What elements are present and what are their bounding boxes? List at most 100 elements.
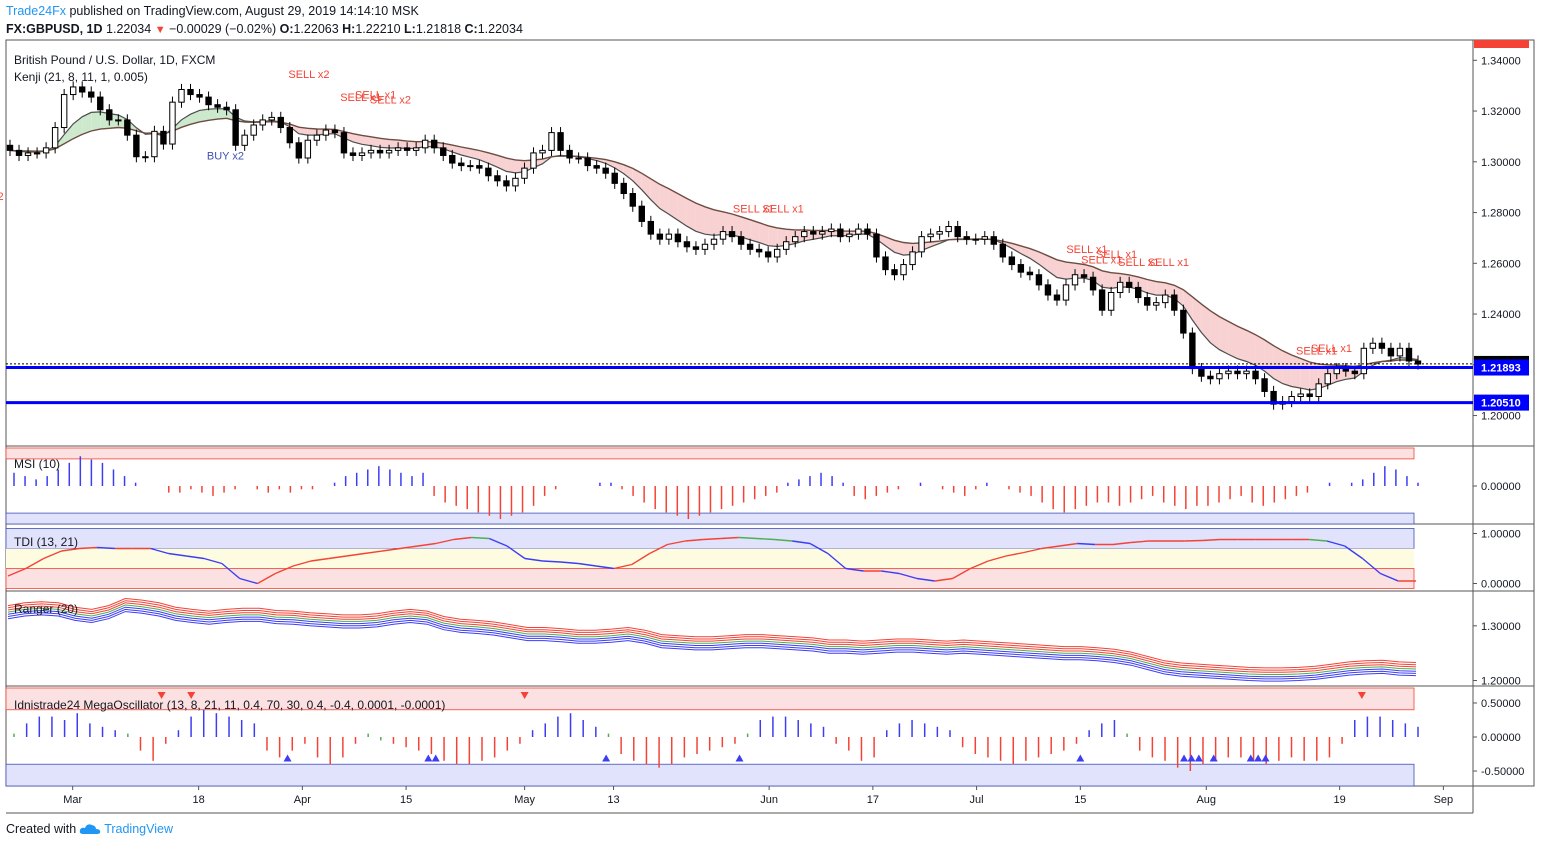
candle-body: [1125, 281, 1133, 288]
kenji-cloud-segment: [82, 112, 92, 135]
kenji-cloud-segment: [668, 188, 678, 221]
candle-body: [1198, 368, 1205, 377]
ranger-band: [7, 604, 1417, 675]
change-value: −0.00029 (−0.02%): [169, 22, 277, 36]
kenji-cloud-segment: [885, 236, 895, 253]
kenji-slow-line: [9, 117, 1419, 368]
buy-triangle-icon: [1254, 754, 1263, 762]
candle-body: [837, 228, 844, 238]
kenji-cloud-segment: [1174, 285, 1184, 307]
y-tick-label: 1.30000: [1481, 621, 1521, 633]
candle-body: [557, 132, 564, 151]
price-label: 1.20510: [1481, 398, 1521, 410]
candle-body: [900, 264, 907, 276]
tdi-line-segment: [310, 557, 329, 562]
candle-body: [286, 127, 293, 144]
candle-body: [106, 109, 113, 121]
candle-body: [1107, 291, 1115, 311]
x-tick-label: Aug: [1196, 794, 1216, 806]
tdi-label: TDI (13, 21): [14, 535, 78, 549]
candle-body: [602, 167, 609, 174]
ranger-band: [7, 597, 1417, 669]
kenji-cloud-segment: [488, 152, 498, 168]
kenji-cloud-segment: [380, 138, 390, 148]
tdi-line-segment: [988, 555, 1007, 562]
y-tick-label: 0.00000: [1481, 732, 1521, 744]
kenji-cloud-segment: [497, 155, 507, 172]
candle-body: [710, 238, 718, 245]
candle-body: [358, 152, 366, 156]
candle-body: [169, 101, 176, 145]
candle-body: [1062, 284, 1070, 301]
tdi-line-segment: [1309, 538, 1327, 542]
kenji-cloud-segment: [659, 184, 669, 215]
kenji-cloud-segment: [704, 206, 714, 236]
candle-body: [981, 236, 988, 240]
x-tick-label: Mar: [63, 794, 82, 806]
candle-body: [954, 226, 961, 238]
ranger-band: [7, 600, 1417, 671]
candle-body: [629, 193, 636, 207]
kenji-cloud-segment: [371, 136, 381, 148]
x-tick-label: 15: [400, 794, 412, 806]
candle-body: [828, 228, 835, 233]
candle-body: [349, 152, 357, 156]
candle-body: [656, 233, 664, 240]
tdi-line-segment: [435, 538, 454, 545]
tradingview-brand[interactable]: TradingView: [104, 822, 173, 836]
kenji-cloud-segment: [352, 133, 362, 145]
candle-body: [494, 175, 501, 182]
tdi-line-segment: [471, 536, 490, 540]
kenji-cloud-segment: [1147, 279, 1157, 296]
tdi-line-segment: [400, 545, 419, 550]
candle-body: [403, 147, 411, 151]
y-tick-label: 0.00000: [1481, 481, 1521, 493]
tdi-line-segment: [1380, 572, 1399, 582]
y-tick-label: 1.26000: [1481, 258, 1521, 270]
candle-body: [1153, 302, 1160, 306]
signal-label: x2: [0, 191, 4, 203]
msi-lower-zone: [5, 512, 1415, 525]
tdi-line-segment: [952, 567, 971, 580]
candle-body: [476, 165, 483, 169]
candle-body: [133, 134, 140, 158]
candle-body: [999, 243, 1007, 258]
tdi-line-segment: [578, 562, 597, 567]
candle-body: [1387, 347, 1395, 357]
tdi-line-segment: [881, 570, 900, 575]
candle-body: [719, 231, 727, 240]
mega-lower-zone: [5, 763, 1415, 787]
candle-body: [846, 233, 853, 238]
candle-body: [593, 165, 600, 169]
candle-body: [1369, 342, 1377, 349]
candle-body: [927, 233, 934, 238]
kenji-cloud-segment: [307, 128, 317, 136]
ohlc-header: FX:GBPUSD, 1D 1.22034 ▼ −0.00029 (−0.02%…: [6, 22, 523, 36]
candle-body: [1234, 370, 1241, 375]
buy-triangle-icon: [1209, 754, 1218, 762]
candle-body: [259, 119, 266, 126]
tdi-line-segment: [667, 540, 686, 546]
tdi-line-segment: [1344, 545, 1363, 560]
x-tick-label: 18: [193, 794, 205, 806]
price-label-box: [1474, 394, 1529, 411]
candle-body: [1288, 396, 1295, 403]
publisher-name[interactable]: Trade24Fx: [6, 4, 66, 18]
candle-body: [304, 139, 312, 159]
x-tick-label: 19: [1334, 794, 1346, 806]
ranger-band: [7, 608, 1417, 680]
signal-label: SELL x1: [763, 204, 804, 216]
kenji-cloud-segment: [714, 209, 724, 236]
candle-body: [674, 233, 682, 243]
high-label: H:: [342, 22, 356, 36]
tdi-line-segment: [221, 562, 241, 580]
candle-body: [15, 149, 23, 156]
tdi-line-segment: [596, 565, 615, 570]
candle-body: [539, 149, 546, 154]
tdi-line-segment: [1130, 540, 1149, 544]
ranger-band: [7, 602, 1417, 673]
candle-body: [1189, 332, 1196, 370]
kenji-cloud-segment: [1237, 326, 1247, 362]
candle-body: [196, 94, 203, 98]
